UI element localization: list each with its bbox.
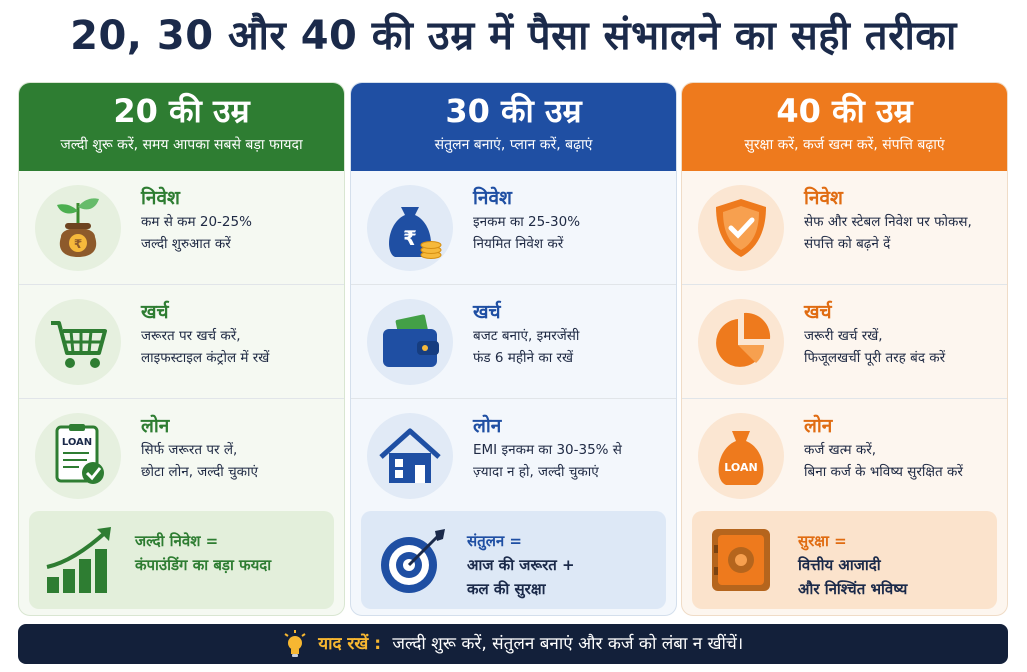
rupee-symbol: ₹ xyxy=(403,226,417,250)
row-title: खर्च xyxy=(804,301,832,323)
summary-note: संतुलन = आज की जरूरत + कल की सुरक्षा xyxy=(361,511,666,609)
row-loan: LOAN लोन कर्ज खत्म करें, बिना कर्ज के भव… xyxy=(682,399,1007,513)
summary-note: जल्दी निवेश = कंपाउंडिंग का बड़ा फयदा xyxy=(29,511,334,609)
row-line-1: सेफ और स्टेबल निवेश पर फोकस, xyxy=(804,214,972,230)
row-investment: ₹ निवेश इनकम का 25-30% नियमित निवेश करें xyxy=(351,171,676,285)
pie-chart-icon xyxy=(698,299,784,385)
column-age-40: 40 की उम्र सुरक्षा करें, कर्ज खत्म करें,… xyxy=(681,82,1008,616)
row-title: निवेश xyxy=(141,187,180,209)
column-age-20: 20 की उम्र जल्दी शुरू करें, समय आपका सबस… xyxy=(18,82,345,616)
column-subtitle: संतुलन बनाएं, प्लान करें, बढ़ाएं xyxy=(434,137,593,153)
row-line-1: EMI इनकम का 30-35% से xyxy=(473,442,622,458)
row-loan: लोन EMI इनकम का 30-35% से ज़्यादा न हो, … xyxy=(351,399,676,513)
footer-text: जल्दी शुरू करें, संतुलन बनाएं और कर्ज को… xyxy=(392,634,744,654)
column-age: 20 की उम्र xyxy=(113,92,250,130)
loan-badge: LOAN xyxy=(62,437,92,448)
money-plant-icon: ₹ xyxy=(35,185,121,271)
wallet-icon xyxy=(367,299,453,385)
row-loan: LOAN लोन सिर्फ जरूरत पर लें, छोटा लोन, ज… xyxy=(19,399,344,513)
row-line-2: जल्दी शुरुआत करें xyxy=(141,236,231,252)
column-subtitle: सुरक्षा करें, कर्ज खत्म करें, संपत्ति बढ… xyxy=(744,137,945,153)
note-line-2: कंपाउंडिंग का बड़ा फयदा xyxy=(135,556,272,574)
safe-icon xyxy=(712,529,770,591)
row-title: लोन xyxy=(804,415,833,437)
note-line-1: संतुलन = xyxy=(467,532,522,550)
page-title: 20, 30 और 40 की उम्र में पैसा संभालने का… xyxy=(70,13,957,59)
row-title: लोन xyxy=(141,415,170,437)
row-investment: निवेश सेफ और स्टेबल निवेश पर फोकस, संपत्… xyxy=(682,171,1007,285)
column-age: 30 की उम्र xyxy=(445,92,582,130)
shopping-cart-icon xyxy=(35,299,121,385)
note-line-2: वित्तीय आजादी xyxy=(798,556,881,574)
loan-document-icon: LOAN xyxy=(35,413,121,499)
row-title: लोन xyxy=(473,415,502,437)
row-line-1: कम से कम 20-25% xyxy=(141,214,252,230)
row-line-2: ज़्यादा न हो, जल्दी चुकाएं xyxy=(473,464,599,480)
footer-label: याद रखें : xyxy=(318,634,381,654)
row-line-1: जरूरी खर्च रखें, xyxy=(804,328,883,344)
shield-check-icon xyxy=(698,185,784,271)
footer-reminder: याद रखें : जल्दी शुरू करें, संतुलन बनाएं… xyxy=(18,624,1008,664)
row-line-1: सिर्फ जरूरत पर लें, xyxy=(141,442,238,458)
column-age: 40 की उम्र xyxy=(776,92,913,130)
row-line-2: बिना कर्ज के भविष्य सुरक्षित करें xyxy=(804,464,963,480)
loan-bag-icon: LOAN xyxy=(698,413,784,499)
house-icon xyxy=(367,413,453,499)
note-line-2: आज की जरूरत + xyxy=(467,556,575,574)
row-line-2: संपत्ति को बढ़ने दें xyxy=(804,236,891,252)
note-line-1: जल्दी निवेश = xyxy=(135,532,219,550)
row-line-1: कर्ज खत्म करें, xyxy=(804,442,877,458)
row-line-2: नियमित निवेश करें xyxy=(473,236,564,252)
target-icon xyxy=(381,529,445,593)
lightbulb-icon xyxy=(284,630,306,657)
column-header: 40 की उम्र सुरक्षा करें, कर्ज खत्म करें,… xyxy=(682,83,1007,171)
note-line-1: सुरक्षा = xyxy=(798,532,847,550)
column-subtitle: जल्दी शुरू करें, समय आपका सबसे बड़ा फायद… xyxy=(60,137,303,153)
row-line-2: छोटा लोन, जल्दी चुकाएं xyxy=(141,464,258,480)
row-line-2: लाइफस्टाइल कंट्रोल में रखें xyxy=(141,350,270,366)
row-title: खर्च xyxy=(473,301,501,323)
note-line-3: कल की सुरक्षा xyxy=(467,580,546,598)
row-investment: ₹ निवेश कम से कम 20-25% जल्दी शुरुआत करे… xyxy=(19,171,344,285)
row-line-2: फिजूलखर्ची पूरी तरह बंद करें xyxy=(804,350,946,366)
row-title: खर्च xyxy=(141,301,169,323)
row-line-1: जरूरत पर खर्च करें, xyxy=(141,328,241,344)
column-age-30: 30 की उम्र संतुलन बनाएं, प्लान करें, बढ़… xyxy=(350,82,677,616)
svg-text:₹: ₹ xyxy=(74,237,82,251)
summary-note: सुरक्षा = वित्तीय आजादी और निश्चिंत भविष… xyxy=(692,511,997,609)
row-title: निवेश xyxy=(804,187,843,209)
row-expense: खर्च बजट बनाएं, इमरजेंसी फंड 6 महीने का … xyxy=(351,285,676,399)
row-line-1: बजट बनाएं, इमरजेंसी xyxy=(473,328,580,344)
growth-chart-icon xyxy=(46,527,111,593)
row-expense: खर्च जरूरत पर खर्च करें, लाइफस्टाइल कंट्… xyxy=(19,285,344,399)
row-line-2: फंड 6 महीने का रखें xyxy=(473,350,574,366)
row-line-1: इनकम का 25-30% xyxy=(473,214,581,230)
column-header: 20 की उम्र जल्दी शुरू करें, समय आपका सबस… xyxy=(19,83,344,171)
rupee-bag-icon: ₹ xyxy=(367,185,453,271)
note-line-3: और निश्चिंत भविष्य xyxy=(798,580,908,598)
row-title: निवेश xyxy=(473,187,512,209)
row-expense: खर्च जरूरी खर्च रखें, फिजूलखर्ची पूरी तर… xyxy=(682,285,1007,399)
column-header: 30 की उम्र संतुलन बनाएं, प्लान करें, बढ़… xyxy=(351,83,676,171)
loan-badge: LOAN xyxy=(724,461,757,474)
